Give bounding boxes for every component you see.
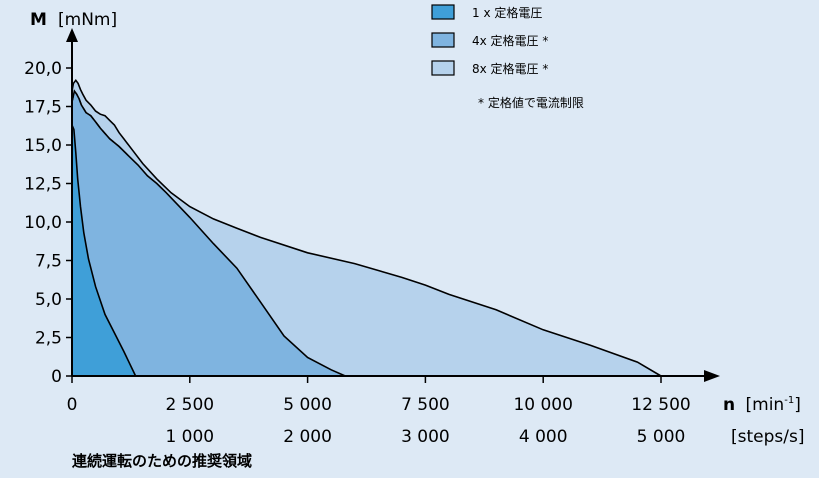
series-areas [71,78,662,377]
y-tick-label: 12,5 [24,175,62,195]
legend-label: 8x 定格電圧 * [472,61,548,76]
y-tick-label: 10,0 [24,213,62,233]
series-line-3 [71,78,662,377]
y-tick-label: 15,0 [24,136,62,156]
legend: 1 x 定格電圧 4x 定格電圧 * 8x 定格電圧 * [431,4,548,76]
current-limit-dashed-line [71,89,129,157]
legend-swatch [431,60,455,76]
series-area-2 [72,91,346,376]
x-tick-label-secondary: 5 000 [637,427,686,447]
y-tick-label: 20,0 [24,59,62,79]
series-line-1 [71,124,137,377]
y-tick-label: 2,5 [35,329,62,349]
x-tick-label: 12 500 [631,395,690,415]
chart-caption: 連続運転のための推奨領域 [72,452,252,470]
x-tick-label-secondary: 2 000 [283,427,332,447]
x-tick-label: 10 000 [513,395,572,415]
y-tick-label: 7,5 [35,252,62,272]
x-tick-label: 0 [67,395,78,415]
y-axis-ticks: 20,0 17,5 15,0 12,5 10,0 7,5 5,0 2,5 0 [24,59,72,387]
x-axis-label: n [min-1] [723,395,801,415]
x-axis-unit-sup: -1 [784,395,794,406]
x-axis-unit: [min [746,395,785,415]
x-axis-symbol: n [723,395,735,415]
legend-footnote: * 定格値で電流制限 [478,95,584,110]
x-axis-unit-secondary: [steps/s] [731,427,804,447]
y-axis-symbol: M [30,10,47,30]
legend-swatch [431,4,455,20]
x-tick-label-secondary: 4 000 [519,427,568,447]
y-tick-label: 5,0 [35,290,62,310]
series-area-1 [72,125,136,376]
y-axis-arrow [66,28,78,42]
legend-label: 4x 定格電圧 * [472,33,548,48]
x-axis-ticks: 0 2 500 5 000 7 500 10 000 12 500 1 000 2 000 3 … [67,376,691,447]
x-tick-label: 2 500 [165,395,214,415]
x-axis-arrow [704,370,720,382]
x-tick-label-secondary: 1 000 [165,427,214,447]
y-axis-unit: [mNm] [58,10,117,30]
y-tick-label: 17,5 [24,98,62,118]
x-tick-label-secondary: 3 000 [401,427,450,447]
y-tick-label: 0 [51,367,62,387]
legend-swatch [431,32,455,48]
y-axis-label: M [mNm] [30,10,117,30]
x-axis-unit-close: ] [794,395,801,415]
legend-label: 1 x 定格電圧 [472,5,542,20]
x-tick-label: 5 000 [283,395,332,415]
x-tick-label: 7 500 [401,395,450,415]
